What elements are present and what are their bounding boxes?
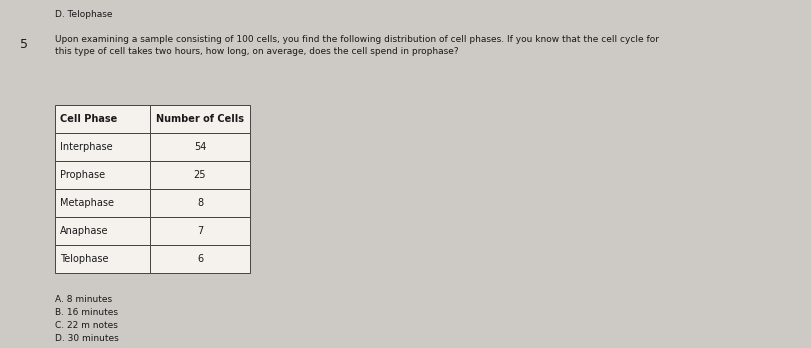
- Bar: [55, 133, 150, 161]
- Bar: [150, 105, 250, 133]
- Bar: [150, 133, 250, 161]
- Text: this type of cell takes two hours, how long, on average, does the cell spend in : this type of cell takes two hours, how l…: [55, 47, 458, 56]
- Text: Telophase: Telophase: [60, 254, 109, 264]
- Bar: [55, 161, 150, 189]
- Text: Number of Cells: Number of Cells: [156, 114, 243, 124]
- Bar: [150, 245, 250, 273]
- Text: Metaphase: Metaphase: [60, 198, 114, 208]
- Text: Anaphase: Anaphase: [60, 226, 109, 236]
- Text: 6: 6: [197, 254, 203, 264]
- Bar: [150, 217, 250, 245]
- Bar: [150, 189, 250, 217]
- Bar: [55, 105, 150, 133]
- Bar: [55, 189, 150, 217]
- Text: D. 30 minutes: D. 30 minutes: [55, 334, 118, 343]
- Text: 7: 7: [196, 226, 203, 236]
- Text: 54: 54: [194, 142, 206, 152]
- Text: Prophase: Prophase: [60, 170, 105, 180]
- Text: 5: 5: [20, 38, 28, 51]
- Bar: [55, 217, 150, 245]
- Text: B. 16 minutes: B. 16 minutes: [55, 308, 118, 317]
- Text: Cell Phase: Cell Phase: [60, 114, 117, 124]
- Text: A. 8 minutes: A. 8 minutes: [55, 295, 112, 304]
- Bar: [55, 245, 150, 273]
- Bar: [150, 161, 250, 189]
- Text: Interphase: Interphase: [60, 142, 113, 152]
- Text: C. 22 m notes: C. 22 m notes: [55, 321, 118, 330]
- Text: 8: 8: [197, 198, 203, 208]
- Text: Upon examining a sample consisting of 100 cells, you find the following distribu: Upon examining a sample consisting of 10…: [55, 35, 659, 44]
- Text: D. Telophase: D. Telophase: [55, 10, 113, 19]
- Text: 25: 25: [194, 170, 206, 180]
